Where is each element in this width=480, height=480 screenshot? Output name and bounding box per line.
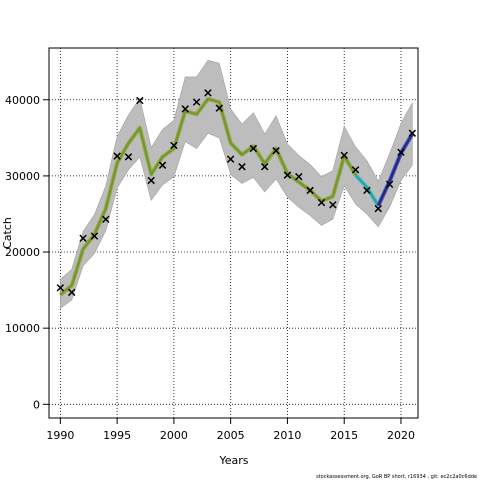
fit-line-mid xyxy=(354,174,380,207)
observed-point-2010 xyxy=(283,171,292,179)
y-tick-label-30000: 30000 xyxy=(5,170,40,183)
observed-point-2002 xyxy=(192,98,201,106)
observed-point-1998 xyxy=(147,176,155,185)
observed-point-2013 xyxy=(317,198,326,207)
x-tick-label-1995: 1995 xyxy=(103,429,131,442)
x-tick-label-2010: 2010 xyxy=(273,429,301,442)
y-tick-label-40000: 40000 xyxy=(5,94,40,107)
plot-frame xyxy=(48,47,419,419)
x-axis-title: Years xyxy=(218,454,248,467)
fit-lines xyxy=(59,96,415,297)
observed-point-1995 xyxy=(113,152,121,160)
observed-point-1997 xyxy=(136,96,144,105)
observed-point-2009 xyxy=(272,147,280,155)
footer-note: stockassessment.org, GoR BP short, r1693… xyxy=(316,474,477,480)
x-tick-label-2005: 2005 xyxy=(217,429,245,442)
observed-point-1991 xyxy=(67,288,76,297)
observed-point-1990 xyxy=(56,284,65,292)
observed-point-2021 xyxy=(408,129,417,137)
y-tick-label-10000: 10000 xyxy=(5,322,40,335)
observed-point-2007 xyxy=(249,144,258,153)
observed-point-2005 xyxy=(226,155,235,163)
y-axis-title: Catch xyxy=(1,217,14,249)
observed-point-2019 xyxy=(385,180,394,189)
observed-points xyxy=(56,89,417,297)
observed-point-2015 xyxy=(340,151,348,160)
observed-point-1993 xyxy=(90,232,99,240)
y-axis: 0 10000 20000 30000 40000 xyxy=(5,94,49,411)
observed-point-2006 xyxy=(238,163,246,171)
observed-point-1999 xyxy=(158,161,167,169)
observed-point-2011 xyxy=(295,172,303,181)
observed-point-2012 xyxy=(306,186,314,195)
observed-point-2016 xyxy=(351,166,360,174)
y-tick-label-0: 0 xyxy=(33,398,40,411)
x-axis: 1990 1995 2000 2005 2010 2015 2020 xyxy=(46,418,415,442)
x-tick-label-2015: 2015 xyxy=(330,429,358,442)
observed-point-2017 xyxy=(363,186,371,195)
confidence-band xyxy=(60,59,413,309)
fit-line-early xyxy=(59,97,357,296)
fit-line-late xyxy=(377,133,414,207)
observed-point-2020 xyxy=(397,148,405,157)
observed-point-2004 xyxy=(215,104,224,112)
observed-point-2000 xyxy=(170,141,178,150)
observed-point-2001 xyxy=(181,105,189,113)
observed-point-1992 xyxy=(79,234,87,243)
x-tick-label-2020: 2020 xyxy=(387,429,415,442)
x-tick-label-2000: 2000 xyxy=(160,429,188,442)
x-tick-label-1990: 1990 xyxy=(46,429,74,442)
observed-point-2018 xyxy=(374,204,382,213)
observed-point-1996 xyxy=(124,153,133,161)
y-tick-label-20000: 20000 xyxy=(5,246,40,259)
observed-point-2003 xyxy=(204,89,212,97)
observed-point-2014 xyxy=(329,201,337,209)
observed-point-1994 xyxy=(102,215,110,224)
ci-band-area xyxy=(60,59,413,309)
observed-point-2008 xyxy=(260,163,269,171)
